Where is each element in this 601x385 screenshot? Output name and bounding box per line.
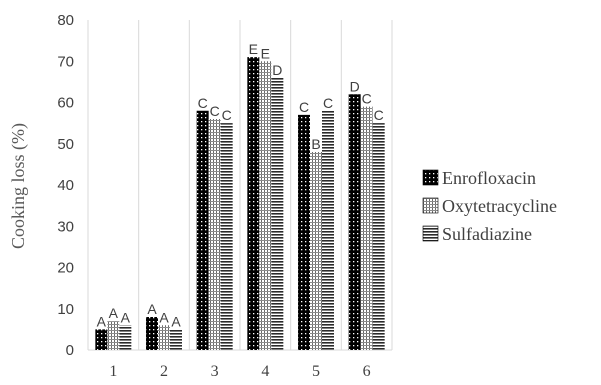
y-tick-label: 0: [66, 342, 74, 359]
bar: [372, 123, 385, 350]
bar-data-label: A: [159, 309, 169, 325]
bar: [247, 57, 260, 350]
bar: [348, 94, 361, 350]
bar: [220, 123, 233, 350]
x-tick-label: 3: [211, 363, 219, 380]
bar-data-label: C: [323, 95, 333, 111]
y-tick-label: 40: [57, 177, 74, 194]
bar: [158, 325, 170, 350]
bar: [298, 114, 310, 350]
bar-data-label: A: [97, 313, 107, 329]
bar-data-label: C: [374, 107, 384, 123]
y-tick-label: 70: [57, 53, 74, 70]
x-tick-label: 6: [363, 363, 371, 380]
bar: [196, 110, 209, 350]
bar-data-label: C: [210, 103, 220, 119]
bar: [271, 77, 284, 350]
bar: [259, 61, 272, 350]
bar-data-label: C: [299, 99, 309, 115]
y-tick-label: 50: [57, 136, 74, 153]
bar: [119, 325, 132, 350]
y-tick-label: 30: [57, 218, 74, 235]
bar-data-label: B: [311, 136, 320, 152]
legend-label: Enrofloxacin: [442, 168, 536, 188]
bar: [146, 317, 158, 350]
bar-data-label: C: [362, 91, 372, 107]
bar-data-label: E: [249, 41, 258, 57]
bar-data-label: E: [261, 45, 270, 61]
x-tick-label: 4: [261, 363, 269, 380]
legend: Enrofloxacin Oxytetracycline Sulfadiazine: [422, 168, 557, 244]
bar: [310, 152, 322, 350]
y-axis-label: Cooking loss (%): [8, 123, 29, 249]
legend-label: Oxytetracycline: [442, 196, 557, 216]
bar-data-label: A: [109, 305, 119, 321]
bar-data-label: A: [171, 313, 181, 329]
y-tick-label: 10: [57, 301, 74, 318]
y-tick-label: 80: [57, 12, 74, 29]
bar: [170, 329, 182, 350]
bar: [322, 110, 334, 350]
bar-data-label: A: [147, 301, 157, 317]
bar: [360, 106, 373, 350]
bar: [107, 321, 120, 350]
bar-data-label: D: [350, 78, 360, 94]
bar-data-label: A: [121, 309, 131, 325]
bar-data-label: C: [222, 107, 232, 123]
x-tick-label: 5: [312, 363, 320, 380]
legend-label: Sulfadiazine: [442, 224, 532, 244]
y-tick-label: 20: [57, 260, 74, 277]
bar-data-label: C: [198, 95, 208, 111]
x-tick-label: 2: [160, 363, 168, 380]
y-tick-label: 60: [57, 95, 74, 112]
x-tick-label: 1: [109, 363, 117, 380]
bar: [95, 329, 108, 350]
legend-swatch: [422, 197, 439, 214]
legend-swatch: [422, 169, 439, 186]
legend-swatch: [422, 225, 439, 242]
bar: [208, 119, 221, 350]
bar-data-label: D: [272, 62, 282, 78]
